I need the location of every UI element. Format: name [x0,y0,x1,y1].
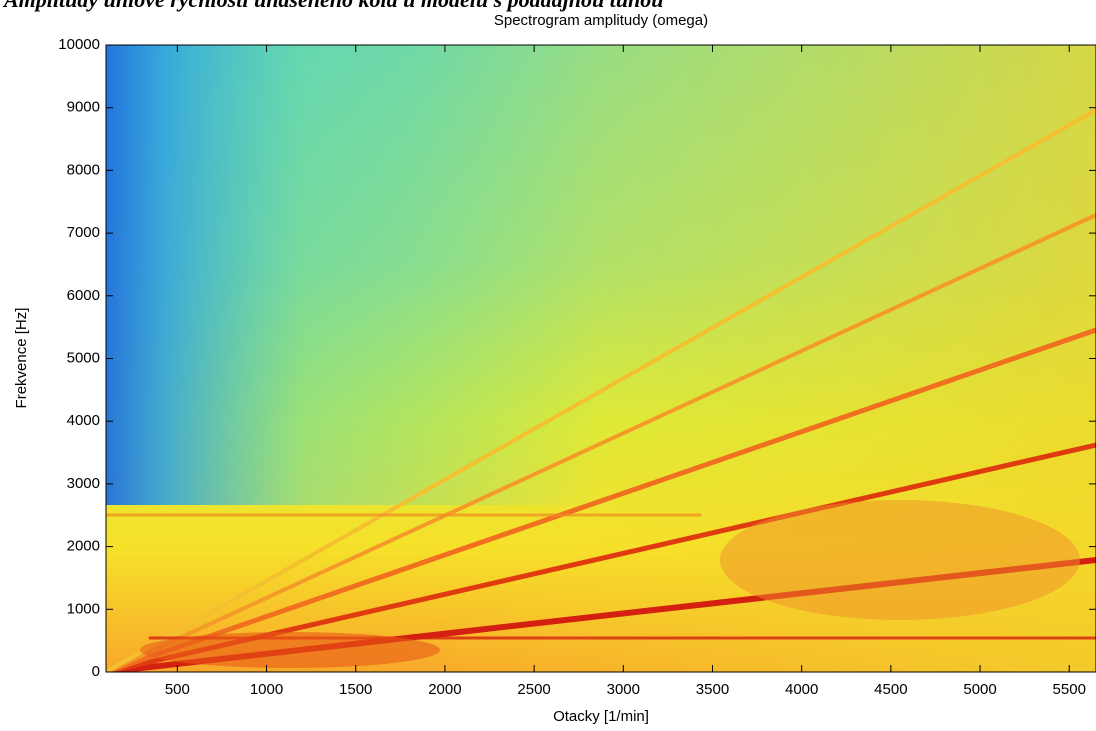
y-tick-label: 4000 [67,412,100,429]
y-tick-label: 0 [92,663,100,680]
x-tick-label: 4500 [874,681,907,698]
x-tick-label: 3000 [607,681,640,698]
caption: Amplitudy úhlové rychlosti unášeného kol… [2,0,664,12]
y-tick-label: 1000 [67,600,100,617]
chart-title: Spectrogram amplitudy (omega) [494,12,708,29]
x-tick-label: 1500 [339,681,372,698]
y-tick-label: 10000 [58,36,100,53]
y-tick-label: 8000 [67,161,100,178]
x-tick-label: 1000 [250,681,283,698]
y-tick-label: 2000 [67,538,100,555]
x-tick-label: 4000 [785,681,818,698]
x-tick-label: 5500 [1053,681,1086,698]
y-tick-label: 7000 [67,224,100,241]
y-tick-label: 3000 [67,475,100,492]
x-axis-label: Otacky [1/min] [553,708,649,725]
y-tick-label: 9000 [67,99,100,116]
y-axis-label: Frekvence [Hz] [13,308,30,409]
x-tick-label: 2000 [428,681,461,698]
y-tick-label: 5000 [67,349,100,366]
x-tick-label: 500 [165,681,190,698]
spectrogram-image [106,45,1096,672]
y-tick-label: 6000 [67,287,100,304]
x-tick-label: 5000 [963,681,996,698]
x-tick-label: 3500 [696,681,729,698]
x-tick-label: 2500 [517,681,550,698]
